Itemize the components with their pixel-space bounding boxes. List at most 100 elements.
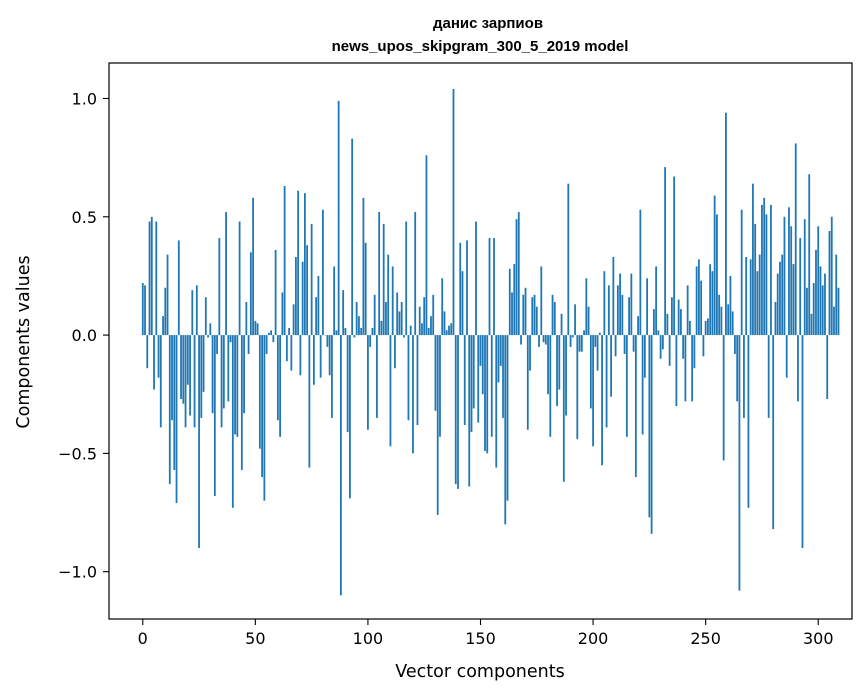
bar-86 [335, 330, 338, 336]
bar-96 [358, 316, 360, 336]
bar-184 [556, 335, 558, 407]
bar-186 [560, 313, 563, 336]
bar-183 [553, 301, 556, 336]
bar-222 [641, 335, 644, 435]
bar-188 [565, 335, 567, 416]
bar-1 [144, 285, 146, 336]
bar-101 [369, 335, 372, 347]
x-axis-ticks: 0 50 100 150 200 250 300 [138, 619, 834, 648]
bar-296 [808, 174, 811, 336]
bar-269 [747, 335, 750, 508]
bar-278 [767, 335, 770, 418]
chart-title-line2: news_upos_skipgram_300_5_2019 model [332, 38, 629, 55]
bar-40 [231, 335, 234, 508]
bar-93 [351, 138, 354, 336]
x-tick-label: 300 [803, 629, 834, 648]
bar-57 [270, 330, 273, 336]
bar-71 [301, 261, 304, 336]
bar-108 [385, 301, 387, 336]
bar-134 [443, 311, 446, 336]
bar-180 [547, 335, 549, 395]
bar-39 [229, 335, 232, 343]
bar-37 [225, 212, 227, 336]
y-axis-ticks: 1.0 0.5 0.0 −0.5 −1.0 [58, 89, 109, 582]
bar-273 [756, 271, 759, 336]
bar-72 [303, 193, 306, 336]
bar-243 [688, 320, 691, 336]
bar-59 [274, 249, 277, 336]
bar-125 [423, 297, 426, 336]
bar-298 [812, 283, 815, 336]
bar-140 [457, 335, 459, 489]
bar-120 [412, 335, 414, 454]
bar-147 [472, 335, 475, 409]
bar-83 [328, 335, 331, 376]
bar-254 [713, 195, 716, 336]
bar-56 [267, 332, 270, 336]
bar-119 [409, 325, 412, 336]
bar-141 [459, 242, 462, 336]
bar-109 [387, 254, 390, 336]
bar-94 [353, 335, 356, 338]
bar-29 [207, 335, 209, 338]
bar-74 [308, 335, 311, 468]
bar-148 [475, 221, 477, 336]
bar-168 [520, 335, 522, 345]
bar-36 [222, 335, 225, 409]
bar-76 [312, 335, 315, 385]
bar-26 [200, 335, 203, 418]
y-axis-label: Components values [14, 255, 34, 428]
bar-98 [362, 197, 365, 336]
bar-215 [625, 335, 628, 437]
bar-4 [150, 216, 153, 336]
bar-124 [421, 323, 423, 336]
bar-232 [664, 167, 667, 336]
bar-227 [652, 309, 655, 336]
bar-244 [691, 335, 694, 402]
bar-27 [202, 335, 205, 392]
bar-131 [436, 335, 439, 515]
bar-50 [254, 320, 257, 336]
bar-3 [148, 221, 151, 336]
bar-288 [790, 226, 793, 336]
bar-118 [407, 335, 410, 421]
bar-32 [213, 335, 216, 496]
bar-61 [279, 335, 282, 437]
bar-35 [220, 335, 223, 428]
bar-46 [245, 301, 248, 336]
bar-173 [531, 297, 534, 336]
bar-302 [821, 285, 824, 336]
bar-45 [243, 335, 245, 414]
bar-121 [414, 212, 417, 336]
bar-295 [806, 287, 808, 336]
bar-230 [659, 335, 662, 359]
bar-77 [315, 297, 318, 336]
bar-20 [186, 335, 189, 385]
bar-150 [479, 335, 482, 366]
bar-139 [454, 335, 457, 485]
bar-44 [240, 335, 243, 470]
bar-218 [632, 335, 635, 352]
bar-301 [819, 266, 822, 336]
bar-85 [333, 266, 336, 336]
bar-13 [171, 335, 173, 421]
bar-100 [367, 335, 369, 430]
bar-238 [677, 299, 680, 336]
bar-299 [815, 249, 817, 336]
bar-272 [754, 223, 757, 336]
bar-55 [265, 335, 268, 355]
bar-214 [623, 335, 626, 355]
y-tick-label: 0.0 [72, 326, 97, 345]
x-axis-label: Vector components [395, 662, 564, 682]
bar-68 [294, 257, 297, 336]
bar-271 [752, 183, 754, 336]
bar-103 [373, 294, 376, 336]
bar-60 [276, 335, 279, 421]
bar-17 [180, 335, 182, 399]
bar-48 [249, 252, 252, 336]
bar-110 [389, 335, 392, 447]
bar-179 [544, 335, 547, 345]
bar-286 [785, 335, 788, 378]
bar-257 [720, 306, 723, 336]
bar-19 [184, 335, 187, 428]
